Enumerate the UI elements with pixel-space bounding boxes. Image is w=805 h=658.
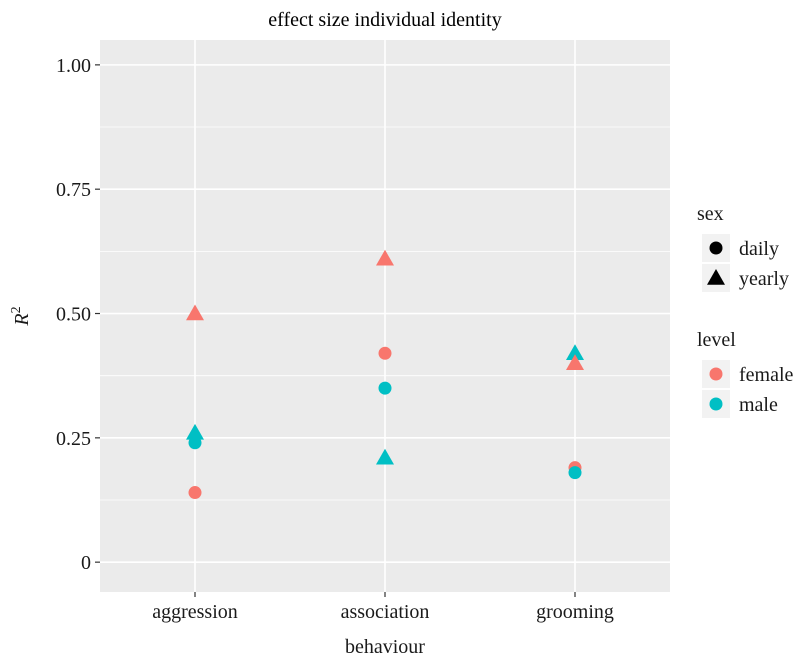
legend-title: sex (697, 203, 724, 225)
legend-label: daily (739, 238, 779, 260)
y-axis-label-base: R (11, 313, 33, 326)
data-point-triangle (376, 448, 394, 465)
y-tick-label: 0 (81, 552, 91, 574)
legend-title: level (697, 329, 736, 351)
legend-key-circle (709, 397, 723, 411)
y-axis-label-superscript: 2 (9, 306, 24, 313)
y-tick-label: 0.25 (56, 428, 91, 450)
data-point-triangle (186, 304, 204, 321)
y-tick-label: 1.00 (56, 55, 91, 77)
data-point-triangle (376, 249, 394, 266)
data-point-triangle (566, 344, 584, 361)
y-tick-label: 0.50 (56, 304, 91, 326)
x-axis-ticks: aggression association grooming (152, 592, 614, 623)
data-point-circle (188, 486, 202, 500)
data-point-circle (378, 346, 392, 360)
y-axis-label-group: R2 (9, 306, 33, 326)
y-axis-label: R2 (9, 306, 33, 326)
legend-key-circle (709, 367, 723, 381)
legend-label: female (739, 364, 794, 386)
data-point-circle (568, 466, 582, 480)
x-axis-label: behaviour (345, 636, 425, 658)
y-tick-label: 0.75 (56, 179, 91, 201)
x-tick-label: association (341, 601, 430, 623)
legend-label: male (739, 394, 778, 416)
x-tick-label: aggression (152, 601, 238, 623)
legend-label: yearly (739, 268, 789, 290)
y-axis-ticks: 0 0.25 0.50 0.75 1.00 (56, 55, 100, 574)
data-point-triangle (186, 423, 204, 440)
data-points (186, 249, 584, 500)
data-point-circle (378, 381, 392, 395)
data-point-triangle (566, 354, 584, 370)
chart-title: effect size individual identity (268, 9, 501, 31)
legend-key-circle (709, 241, 723, 255)
x-tick-label: grooming (536, 601, 614, 623)
legend-key-triangle (707, 269, 725, 285)
